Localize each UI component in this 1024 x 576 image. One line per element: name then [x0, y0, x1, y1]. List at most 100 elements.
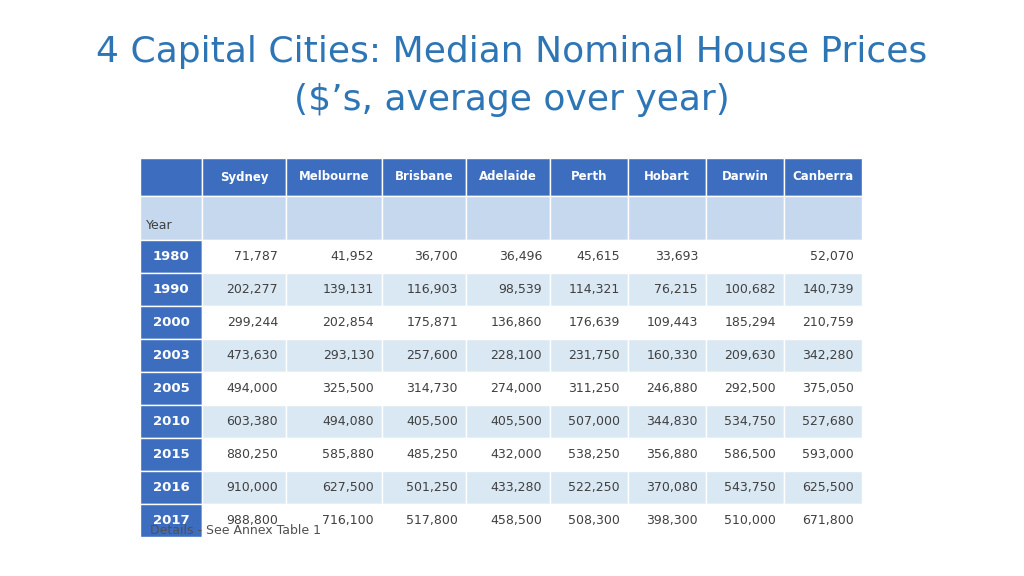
Text: 257,600: 257,600	[407, 349, 458, 362]
Text: Darwin: Darwin	[722, 170, 768, 184]
Bar	[706, 405, 784, 438]
Text: 625,500: 625,500	[802, 481, 854, 494]
Bar	[382, 273, 466, 306]
Text: Perth: Perth	[570, 170, 607, 184]
Text: 593,000: 593,000	[802, 448, 854, 461]
Bar	[784, 196, 862, 240]
Bar	[286, 196, 382, 240]
Text: 2000: 2000	[153, 316, 189, 329]
Text: 36,496: 36,496	[499, 250, 542, 263]
Text: 356,880: 356,880	[646, 448, 698, 461]
Bar	[706, 504, 784, 537]
Bar	[466, 273, 550, 306]
Bar	[202, 339, 286, 372]
Bar	[628, 471, 706, 504]
Text: 508,300: 508,300	[568, 514, 620, 527]
Text: Details - See Annex Table 1: Details - See Annex Table 1	[150, 524, 321, 536]
Bar	[140, 273, 202, 306]
Text: Melbourne: Melbourne	[299, 170, 370, 184]
Text: 522,250: 522,250	[568, 481, 620, 494]
Bar	[706, 273, 784, 306]
Bar	[466, 504, 550, 537]
Bar	[140, 372, 202, 405]
Text: 1990: 1990	[153, 283, 189, 296]
Bar	[784, 438, 862, 471]
Bar	[628, 504, 706, 537]
Text: 405,500: 405,500	[407, 415, 458, 428]
Bar	[202, 240, 286, 273]
Text: 109,443: 109,443	[646, 316, 698, 329]
Bar	[202, 405, 286, 438]
Text: 71,787: 71,787	[234, 250, 278, 263]
Bar	[382, 438, 466, 471]
Bar	[706, 196, 784, 240]
Bar	[784, 372, 862, 405]
Text: 485,250: 485,250	[407, 448, 458, 461]
Bar	[550, 405, 628, 438]
Text: 494,000: 494,000	[226, 382, 278, 395]
Bar	[382, 306, 466, 339]
Text: 325,500: 325,500	[323, 382, 374, 395]
Bar	[286, 372, 382, 405]
Bar	[784, 471, 862, 504]
Bar	[466, 438, 550, 471]
Text: 716,100: 716,100	[323, 514, 374, 527]
Text: 231,750: 231,750	[568, 349, 620, 362]
Text: 160,330: 160,330	[646, 349, 698, 362]
Text: 627,500: 627,500	[323, 481, 374, 494]
Text: 311,250: 311,250	[568, 382, 620, 395]
Text: 139,131: 139,131	[323, 283, 374, 296]
Bar	[466, 196, 550, 240]
Text: 585,880: 585,880	[322, 448, 374, 461]
Text: 2010: 2010	[153, 415, 189, 428]
Bar	[140, 306, 202, 339]
Text: ($’s, average over year): ($’s, average over year)	[294, 83, 730, 117]
Text: 114,321: 114,321	[568, 283, 620, 296]
Bar	[140, 339, 202, 372]
Bar	[466, 158, 550, 196]
Bar	[628, 196, 706, 240]
Bar	[140, 158, 202, 196]
Text: 292,500: 292,500	[724, 382, 776, 395]
Text: 507,000: 507,000	[568, 415, 620, 428]
Bar	[628, 405, 706, 438]
Bar	[382, 405, 466, 438]
Text: 494,080: 494,080	[323, 415, 374, 428]
Bar	[550, 438, 628, 471]
Bar	[628, 240, 706, 273]
Bar	[706, 240, 784, 273]
Bar	[286, 240, 382, 273]
Text: 1980: 1980	[153, 250, 189, 263]
Bar	[466, 405, 550, 438]
Text: 880,250: 880,250	[226, 448, 278, 461]
Bar	[706, 339, 784, 372]
Bar	[140, 405, 202, 438]
Bar	[706, 372, 784, 405]
Bar	[628, 372, 706, 405]
Text: 517,800: 517,800	[407, 514, 458, 527]
Bar	[382, 158, 466, 196]
Text: 405,500: 405,500	[490, 415, 542, 428]
Text: Canberra: Canberra	[793, 170, 854, 184]
Bar	[628, 339, 706, 372]
Text: 100,682: 100,682	[724, 283, 776, 296]
Bar	[382, 240, 466, 273]
Bar	[784, 158, 862, 196]
Bar	[706, 306, 784, 339]
Text: 2016: 2016	[153, 481, 189, 494]
Bar	[784, 339, 862, 372]
Text: 433,280: 433,280	[490, 481, 542, 494]
Text: 2003: 2003	[153, 349, 189, 362]
Bar	[202, 372, 286, 405]
Text: 2015: 2015	[153, 448, 189, 461]
Bar	[550, 504, 628, 537]
Bar	[286, 405, 382, 438]
Bar	[140, 471, 202, 504]
Text: 510,000: 510,000	[724, 514, 776, 527]
Bar	[784, 405, 862, 438]
Bar	[202, 471, 286, 504]
Bar	[706, 158, 784, 196]
Bar	[382, 504, 466, 537]
Bar	[286, 273, 382, 306]
Text: 501,250: 501,250	[407, 481, 458, 494]
